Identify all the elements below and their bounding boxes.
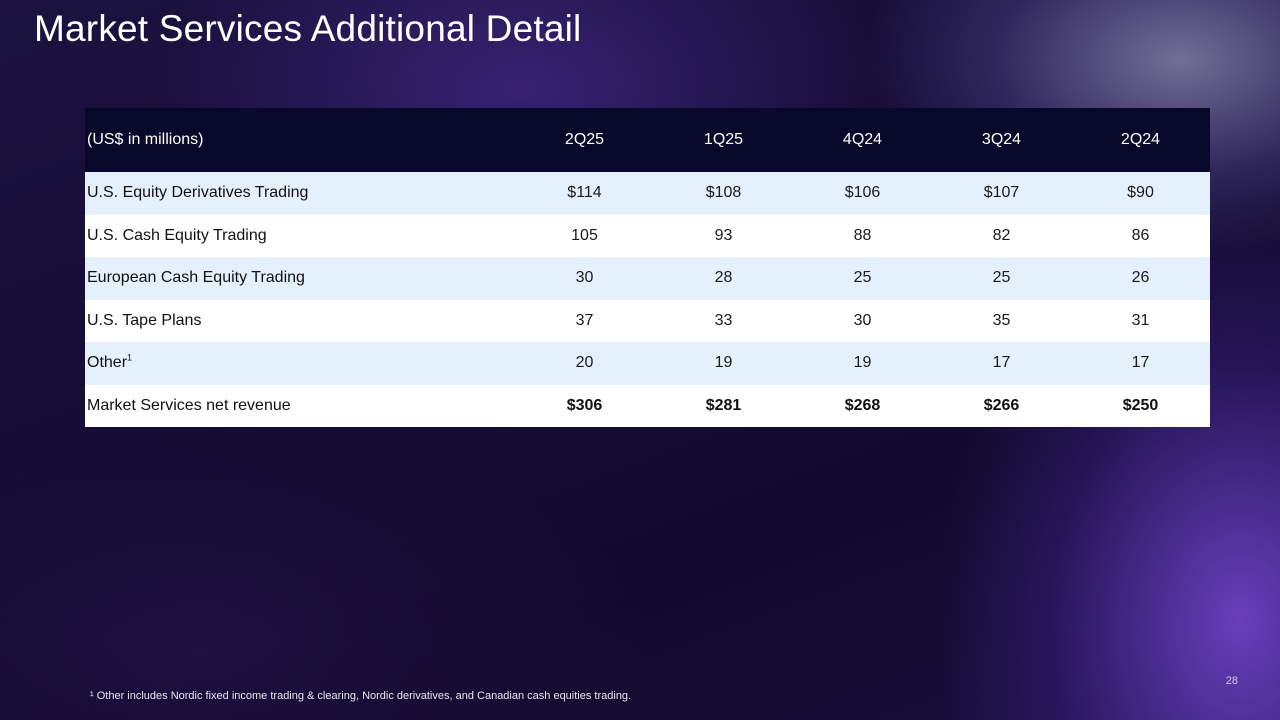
table-cell: 35 — [992, 311, 1011, 329]
table-cell: 31 — [1131, 311, 1150, 329]
header-col-3q24: 3Q24 — [981, 131, 1022, 148]
table-cell: 93 — [714, 226, 733, 244]
table-cell: 82 — [992, 226, 1011, 244]
table-header-row: (US$ in millions) 2Q25 1Q25 4Q24 3Q24 2Q… — [85, 108, 1210, 172]
table-row: U.S. Equity Derivatives Trading $114 $10… — [85, 172, 1210, 215]
row-label: U.S. Cash Equity Trading — [87, 226, 267, 244]
table-cell: 25 — [992, 269, 1011, 287]
header-units: (US$ in millions) — [87, 131, 204, 148]
table-cell: 17 — [992, 354, 1011, 372]
table-cell: $107 — [983, 184, 1020, 202]
table-cell: 33 — [714, 311, 733, 329]
table-row: European Cash Equity Trading 30 28 25 25… — [85, 257, 1210, 300]
table-cell: $114 — [567, 184, 602, 202]
table-cell: $106 — [844, 184, 881, 202]
table-cell: $250 — [1122, 396, 1159, 414]
table-cell: 17 — [1131, 354, 1150, 372]
table-cell: 30 — [575, 269, 594, 287]
header-col-2q24: 2Q24 — [1120, 131, 1161, 148]
table-cell: 19 — [853, 354, 872, 372]
page-number: 28 — [1225, 675, 1238, 687]
header-col-1q25: 1Q25 — [703, 131, 744, 148]
table-cell: 25 — [853, 269, 872, 287]
table-cell: 20 — [575, 354, 594, 372]
footnote: ¹ Other includes Nordic fixed income tra… — [90, 690, 632, 702]
table-cell: 37 — [575, 311, 594, 329]
table-cell: $281 — [705, 396, 742, 414]
table-cell: $266 — [983, 396, 1020, 414]
table-cell: 105 — [571, 226, 598, 244]
revenue-table: (US$ in millions) 2Q25 1Q25 4Q24 3Q24 2Q… — [85, 108, 1210, 427]
row-label: European Cash Equity Trading — [87, 269, 305, 287]
header-col-4q24: 4Q24 — [842, 131, 883, 148]
table-cell: $268 — [844, 396, 881, 414]
row-label: Other1 — [85, 342, 515, 385]
table-cell: $306 — [566, 396, 603, 414]
table-row: U.S. Cash Equity Trading 105 93 88 82 86 — [85, 214, 1210, 257]
table-cell: $90 — [1127, 184, 1154, 202]
table-total-row: Market Services net revenue $306 $281 $2… — [85, 384, 1210, 427]
row-label-text: Other — [87, 354, 128, 372]
table-cell: 30 — [853, 311, 872, 329]
table-cell: 86 — [1131, 226, 1150, 244]
table-cell: 26 — [1131, 269, 1150, 287]
table-cell: 19 — [714, 354, 733, 372]
header-col-2q25: 2Q25 — [564, 131, 605, 148]
row-label: Market Services net revenue — [87, 396, 291, 414]
footnote-marker: 1 — [127, 352, 133, 363]
table-cell: 28 — [714, 269, 733, 287]
table-row: Other1 20 19 19 17 17 — [85, 342, 1210, 385]
table-row: U.S. Tape Plans 37 33 30 35 31 — [85, 299, 1210, 342]
page-title: Market Services Additional Detail — [34, 8, 582, 49]
table-cell: 88 — [853, 226, 872, 244]
row-label: U.S. Equity Derivatives Trading — [87, 184, 309, 202]
row-label: U.S. Tape Plans — [87, 311, 202, 329]
table-cell: $108 — [705, 184, 742, 202]
